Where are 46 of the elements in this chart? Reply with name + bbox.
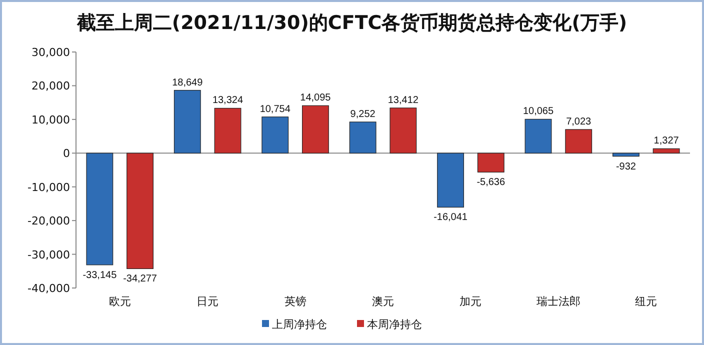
- bar: [477, 152, 504, 172]
- bar: [349, 122, 376, 154]
- data-label: 1,327: [654, 136, 680, 147]
- bar: [565, 129, 592, 154]
- data-label: -5,636: [476, 177, 506, 188]
- y-tick-label: -20,000: [28, 214, 70, 228]
- y-tick-label: 0: [63, 147, 70, 160]
- bar: [126, 152, 154, 270]
- y-tick-label: 20,000: [32, 80, 70, 93]
- data-label: 10,754: [260, 104, 291, 115]
- data-label: -34,277: [123, 274, 158, 285]
- data-label: 13,412: [388, 94, 419, 106]
- y-tick-label: -30,000: [28, 248, 70, 262]
- x-tick-label: 日元: [196, 295, 219, 308]
- bar: [214, 108, 242, 154]
- bar: [390, 108, 417, 154]
- data-label: 9,252: [350, 108, 376, 120]
- y-tick-label: 30,000: [32, 46, 70, 59]
- x-tick-label: 瑞士法郎: [536, 295, 580, 308]
- y-tick-label: -40,000: [28, 282, 70, 295]
- x-tick-label: 澳元: [372, 295, 394, 308]
- bar: [262, 116, 289, 154]
- legend-label: 本周净持仓: [367, 318, 422, 331]
- bar: [86, 152, 114, 266]
- x-tick-label: 欧元: [108, 295, 131, 308]
- data-label: 18,649: [172, 77, 204, 88]
- x-tick-label: 英镑: [284, 295, 306, 308]
- x-tick-label: 纽元: [635, 295, 658, 308]
- bar: [437, 152, 464, 208]
- chart-title: 截至上周二(2021/11/30)的CFTC各货币期货总持仓变化(万手): [76, 12, 628, 34]
- legend-label: 上周净持仓: [272, 318, 327, 331]
- y-tick-label: 10,000: [32, 113, 70, 126]
- bar: [612, 152, 640, 157]
- data-label: 13,324: [212, 95, 244, 106]
- y-tick-label: -10,000: [28, 180, 70, 194]
- data-label: -33,145: [82, 270, 118, 281]
- data-label: 14,095: [300, 92, 332, 104]
- x-tick-label: 加元: [460, 295, 482, 308]
- bar: [174, 90, 201, 154]
- data-label: 10,065: [522, 106, 554, 118]
- data-label: -932: [616, 161, 636, 172]
- bar: [524, 118, 552, 154]
- data-label: -16,041: [434, 212, 468, 224]
- data-label: 7,023: [566, 116, 592, 128]
- bar: [652, 148, 680, 154]
- bar: [302, 105, 329, 154]
